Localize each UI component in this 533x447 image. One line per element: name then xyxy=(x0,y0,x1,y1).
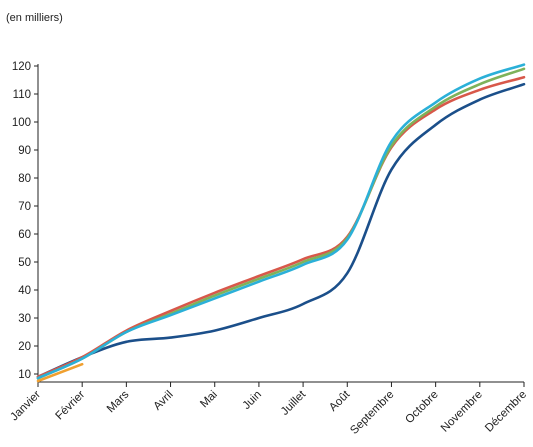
y-tick-label: 100 xyxy=(12,117,31,129)
x-tick-label: Février xyxy=(54,389,88,423)
y-tick-label: 70 xyxy=(18,201,31,213)
y-tick-label: 120 xyxy=(12,61,31,73)
x-tick-label: Décembre xyxy=(483,389,529,435)
chart-series xyxy=(36,63,526,383)
x-tick-label: Janvier xyxy=(8,389,43,424)
x-tick-label: Octobre xyxy=(403,389,440,426)
y-tick-label: 40 xyxy=(18,285,31,297)
y-tick-label: 10 xyxy=(18,369,31,381)
x-tick-label: Mars xyxy=(105,388,132,415)
y-tick-label: 20 xyxy=(18,341,31,353)
series-line-5 xyxy=(36,362,84,383)
x-tick-label: Mai xyxy=(198,389,220,411)
x-tick-label: Avril xyxy=(152,389,176,413)
chart-axes xyxy=(34,64,525,387)
x-tick-label: Juin xyxy=(241,389,264,412)
series-line-2 xyxy=(36,75,526,379)
y-tick-label: 60 xyxy=(18,229,31,241)
y-tick-label: 90 xyxy=(18,145,31,157)
y-tick-label: 110 xyxy=(13,89,31,101)
x-tick-label: Août xyxy=(327,388,353,414)
series-line-4 xyxy=(36,63,526,380)
chart-tick-labels: 10 20 30 40 50 60 70 80 90 100 110 120 Janvier Févrie… xyxy=(8,61,529,437)
y-tick-label: 80 xyxy=(18,173,31,185)
x-tick-label: Juillet xyxy=(279,388,309,418)
y-tick-label: 50 xyxy=(18,257,31,269)
x-tick-label: Novembre xyxy=(439,389,485,435)
x-tick-label: Septembre xyxy=(348,389,396,437)
unit-label: (en milliers) xyxy=(6,12,63,24)
series-line-1 xyxy=(36,82,526,379)
y-tick-label: 30 xyxy=(18,313,31,325)
